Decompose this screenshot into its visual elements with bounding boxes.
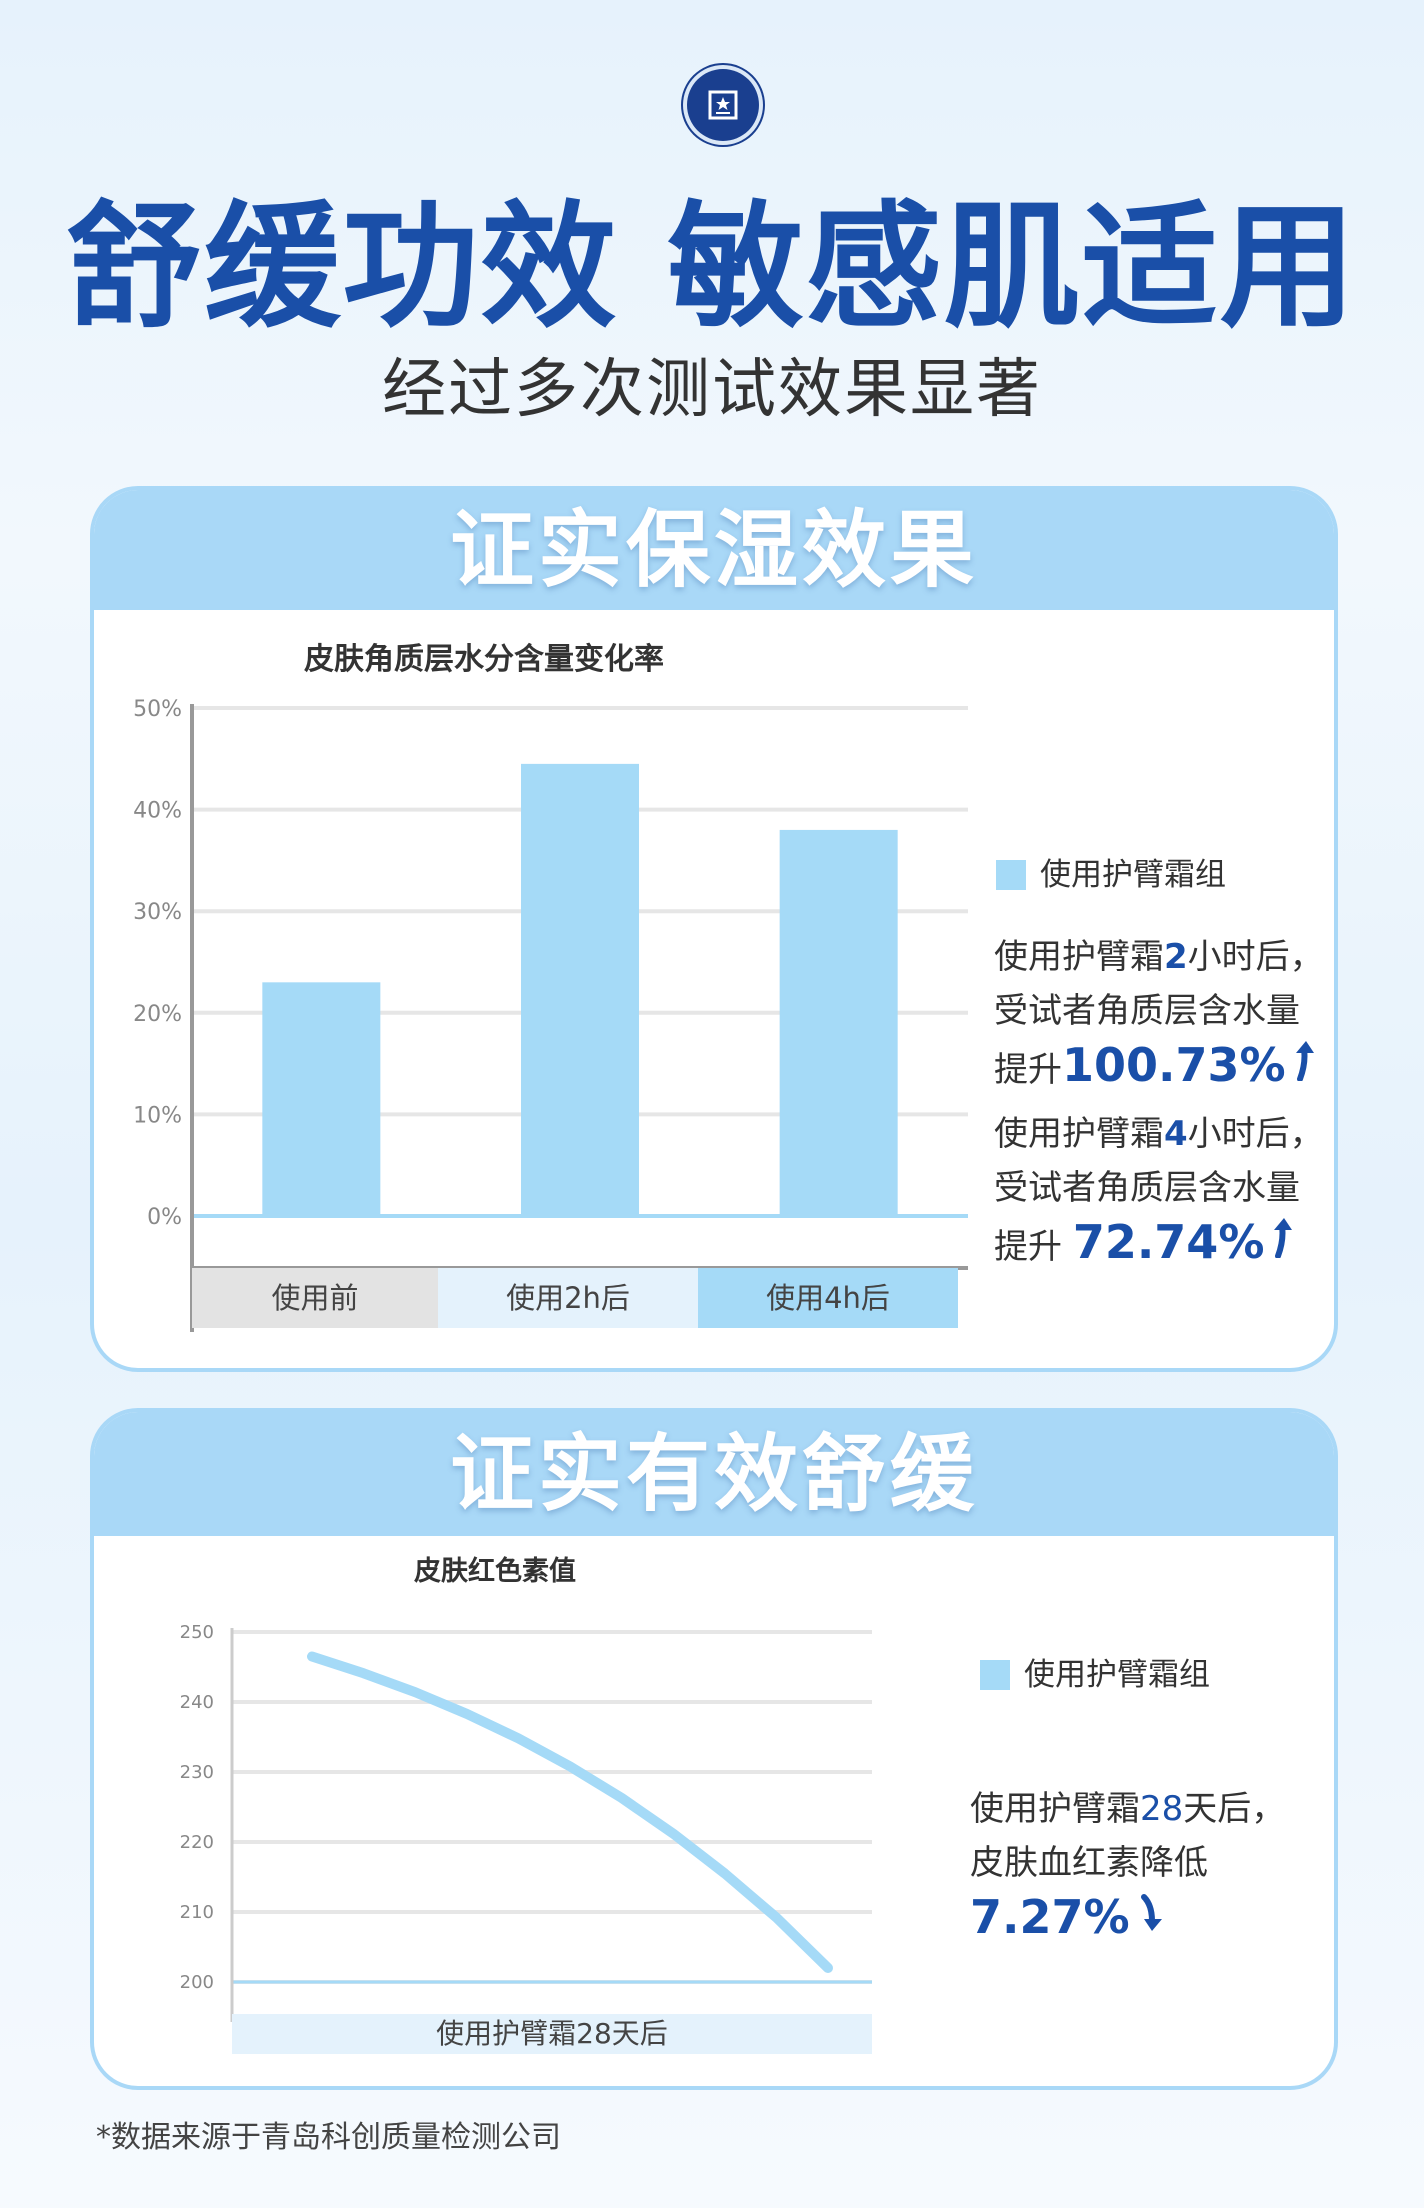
bar-0	[262, 982, 381, 1216]
soothing-description: 使用护臂霜28天后， 皮肤血红素降低 7.27%	[970, 1782, 1320, 1949]
desc-line1: 使用护臂霜28天后，	[970, 1789, 1286, 1829]
legend-label: 使用护臂霜组	[1024, 1657, 1210, 1693]
bar-chart-title: 皮肤角质层水分含量变化率	[304, 642, 664, 677]
arrow-up-icon	[1270, 1218, 1296, 1274]
moisture-description: 使用护臂霜2小时后， 受试者角质层含水量 提升100.73% 使用护臂霜4小时后…	[994, 930, 1334, 1274]
desc1-value: 100.73%	[1062, 1038, 1286, 1092]
y-tick-label: 0%	[147, 1205, 182, 1230]
soothing-card-heading: 证实有效舒缓	[94, 1412, 1334, 1536]
y-tick-label: 240	[180, 1692, 214, 1713]
series-line	[307, 1651, 833, 1973]
redness-line-chart: 200 210 220 230 240 250	[180, 1622, 872, 2022]
y-tick-label: 210	[180, 1902, 214, 1923]
y-tick-label: 40%	[133, 799, 182, 824]
y-tick-label: 30%	[133, 900, 182, 925]
arrow-up-icon	[1292, 1041, 1318, 1097]
y-tick-label: 220	[180, 1832, 214, 1853]
source-footnote: *数据来源于青岛科创质量检测公司	[96, 2120, 561, 2155]
y-tick-label: 50%	[133, 697, 182, 722]
certificate-badge-icon	[687, 69, 759, 141]
legend-swatch	[996, 860, 1026, 890]
y-tick-label: 200	[180, 1972, 214, 1993]
category-label: 使用2h后	[506, 1281, 630, 1315]
line-chart-title: 皮肤红色素值	[414, 1556, 576, 1587]
legend-label: 使用护臂霜组	[1040, 857, 1226, 893]
category-cell-4h: 使用4h后	[698, 1268, 958, 1328]
desc1-line2: 受试者角质层含水量	[994, 991, 1300, 1031]
bar-2	[779, 829, 898, 1216]
category-cell-2h: 使用2h后	[438, 1268, 698, 1328]
page-subtitle: 经过多次测试效果显著	[382, 353, 1042, 427]
bar-1	[521, 763, 639, 1216]
moisture-card-heading: 证实保湿效果	[94, 490, 1334, 610]
desc-value: 7.27%	[970, 1890, 1130, 1944]
y-tick-label: 230	[180, 1762, 214, 1783]
desc1-line1: 使用护臂霜2小时后，	[994, 937, 1324, 977]
desc-line3: 7.27%	[970, 1890, 1320, 1949]
y-tick-label: 10%	[133, 1103, 182, 1128]
arrow-down-icon	[1138, 1893, 1168, 1949]
desc1-line3: 提升100.73%	[994, 1038, 1334, 1097]
y-tick-label: 250	[180, 1622, 214, 1643]
category-label: 使用4h后	[766, 1281, 890, 1315]
desc2-value: 72.74%	[1072, 1215, 1265, 1269]
x-axis-label: 使用护臂霜28天后	[232, 2014, 872, 2054]
legend-swatch	[980, 1660, 1010, 1690]
page-title: 舒缓功效 敏感肌适用	[66, 189, 1358, 347]
moisture-bar-chart: 0% 10% 20% 30% 40% 50%	[133, 697, 968, 1332]
category-cell-before: 使用前	[192, 1268, 438, 1328]
desc-line2: 皮肤血红素降低	[970, 1843, 1208, 1883]
desc2-line2: 受试者角质层含水量	[994, 1168, 1300, 1208]
category-label: 使用前	[271, 1281, 359, 1315]
y-tick-label: 20%	[133, 1002, 182, 1027]
desc2-line3: 提升 72.74%	[994, 1215, 1334, 1274]
moisture-card: 证实保湿效果 皮肤角质层水分含量变化率 0% 10% 20% 30% 40% 50% 使用…	[90, 486, 1338, 1372]
desc2-line1: 使用护臂霜4小时后，	[994, 1114, 1324, 1154]
soothing-card: 证实有效舒缓 皮肤红色素值 200 210 220 230 240 250 使用护臂霜28…	[90, 1408, 1338, 2090]
